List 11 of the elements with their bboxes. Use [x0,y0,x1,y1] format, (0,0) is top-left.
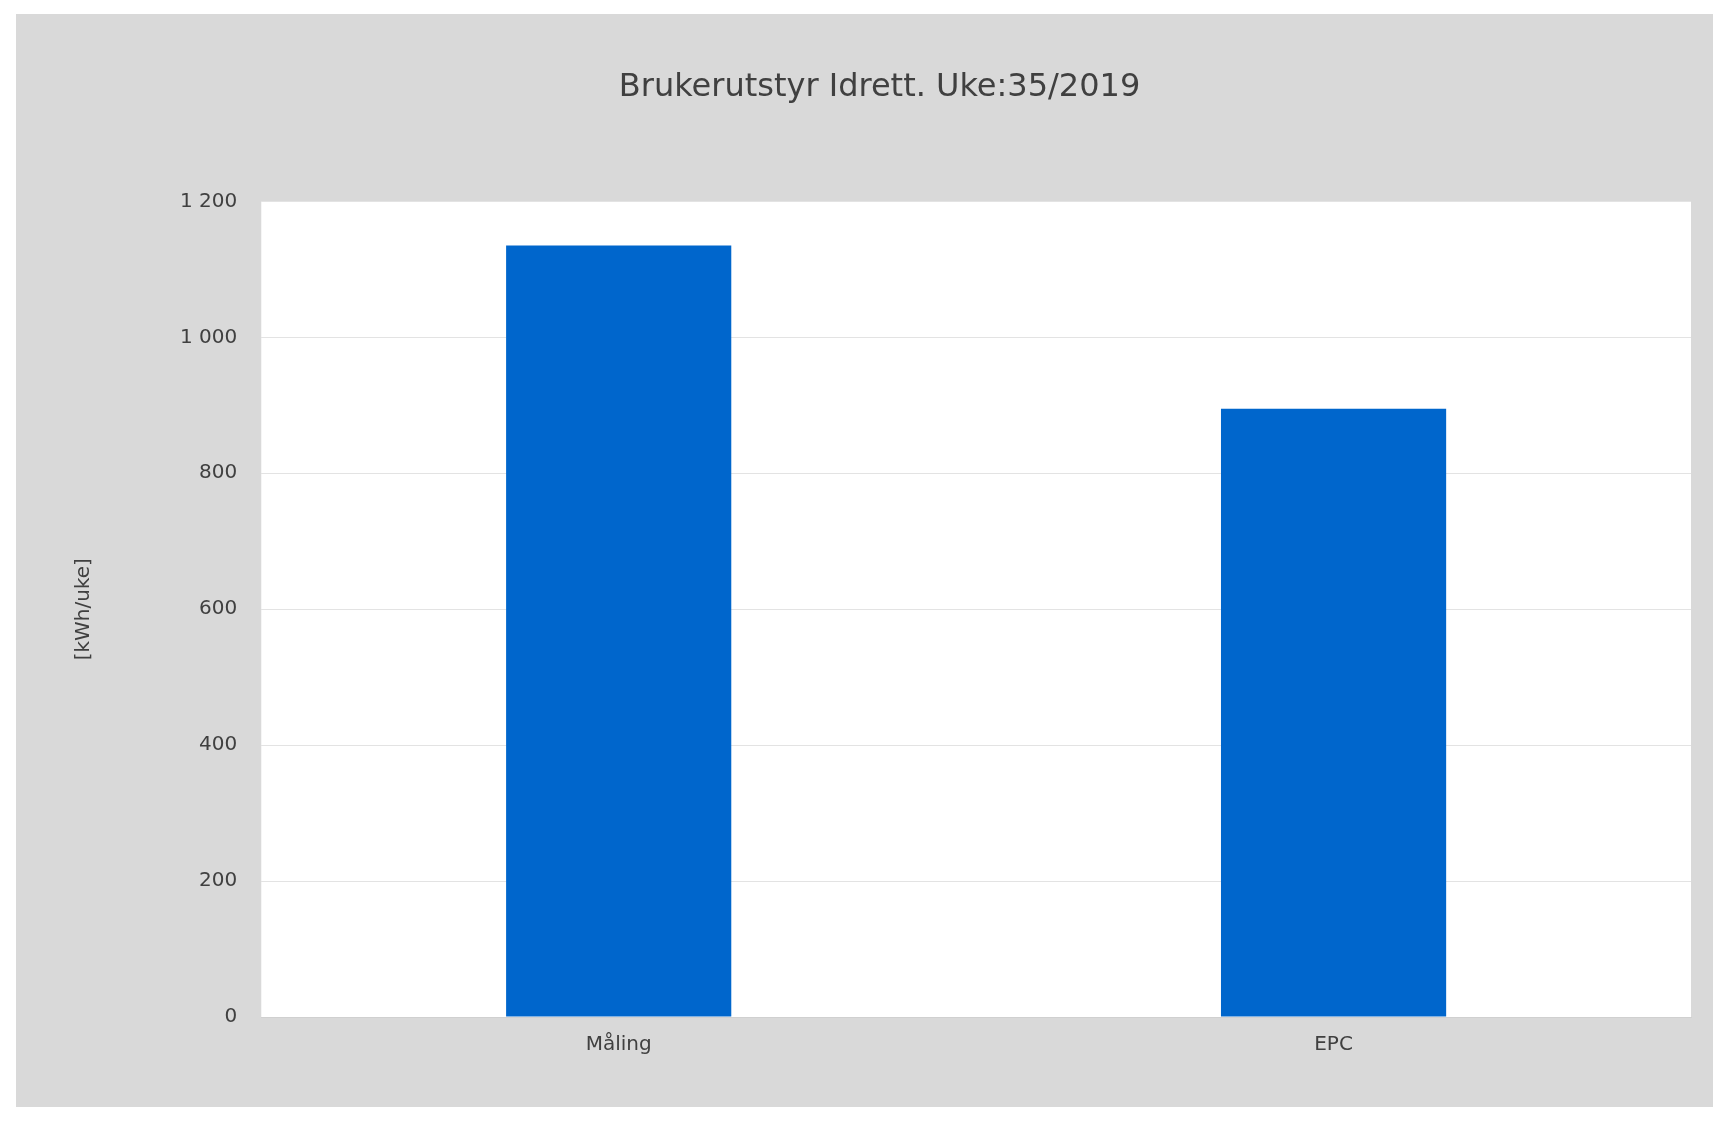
y-tick-label: 0 [224,1003,238,1028]
y-tick-label: 200 [199,867,238,892]
chart-title: Brukerutstyr Idrett. Uke:35/2019 [618,65,1141,104]
y-tick-label: 800 [199,459,238,484]
y-tick-label: 1 000 [179,323,238,348]
y-axis-title: [kWh/uke] [70,558,95,661]
y-tick-label: 400 [199,731,238,756]
y-tick-label: 1 200 [179,187,238,212]
y-tick-label: 600 [199,595,238,620]
x-tick-label: EPC [1314,1031,1353,1056]
x-tick-label: Måling [585,1031,652,1056]
